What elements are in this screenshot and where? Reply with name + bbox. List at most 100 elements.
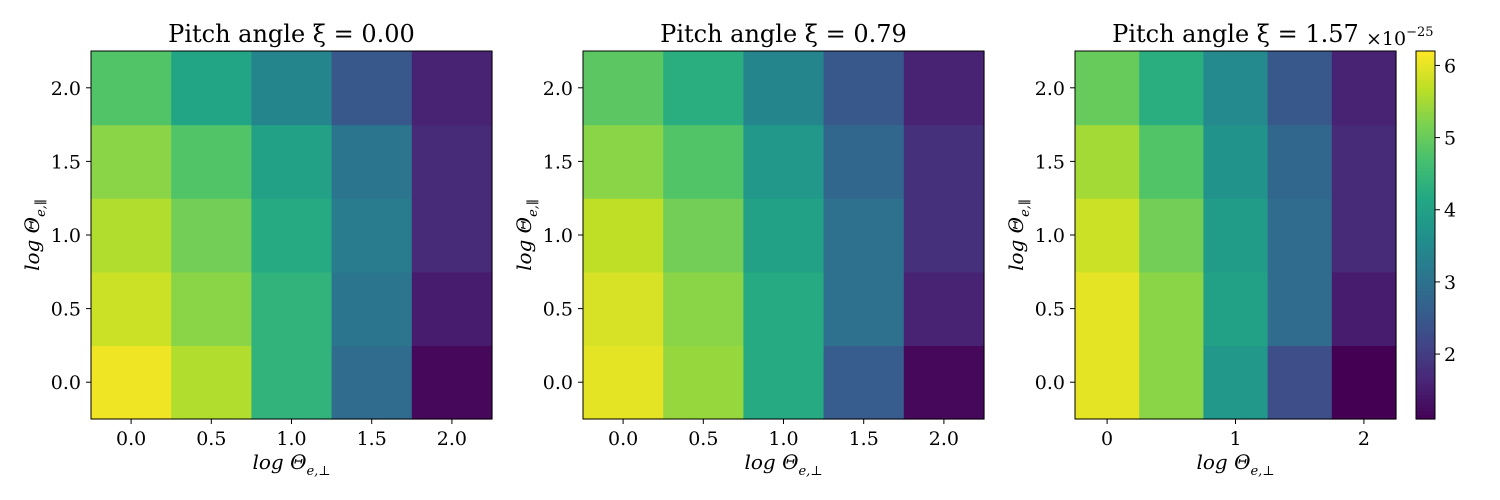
panel-title: Pitch angle ξ = 0.00 (168, 20, 415, 48)
heatmap-cell (1075, 345, 1140, 420)
heatmap-cell (823, 51, 905, 126)
colorbar-segment (1416, 343, 1435, 348)
y-tick-label: 0.5 (543, 299, 573, 321)
heatmap-cell (331, 345, 413, 420)
x-axis-label-subscript: e,⊥ (798, 464, 822, 479)
y-tick-label: 0.0 (51, 372, 81, 394)
heatmap-cell (331, 271, 413, 346)
heatmap-cell (583, 51, 664, 126)
y-axis-label-main: log Θ (1004, 217, 1028, 271)
panel-title: Pitch angle ξ = 1.57 (1112, 20, 1359, 48)
heatmap-cell (1267, 51, 1333, 126)
heatmap-cell (903, 124, 985, 199)
heatmap-cell (171, 198, 252, 273)
colorbar-segment (1416, 211, 1435, 216)
colorbar-tick-label: 5 (1444, 128, 1456, 150)
colorbar-segment (1416, 359, 1435, 364)
colorbar-segment (1416, 347, 1435, 352)
heatmap-cell (663, 271, 744, 346)
colorbar-segment (1416, 267, 1435, 272)
colorbar-segment (1416, 103, 1435, 108)
heatmap-cell (1331, 51, 1397, 126)
heatmap-cell (171, 345, 252, 420)
heatmap-cell (743, 198, 825, 273)
colorbar-segment (1416, 271, 1435, 276)
x-tick-label: 0.0 (116, 428, 146, 450)
colorbar-segment (1416, 307, 1435, 312)
heatmap-cell (331, 198, 413, 273)
colorbar-segment (1416, 135, 1435, 140)
panel-title: Pitch angle ξ = 0.79 (660, 20, 907, 48)
x-tick-label: 0.5 (196, 428, 226, 450)
colorbar-segment (1416, 107, 1435, 112)
colorbar-segment (1416, 387, 1435, 392)
colorbar-tick-label: 6 (1444, 55, 1456, 77)
heatmap-cell (171, 124, 252, 199)
heatmap-cell (663, 345, 744, 420)
colorbar-segment (1416, 399, 1435, 404)
colorbar-segment (1416, 231, 1435, 236)
colorbar-segment (1416, 279, 1435, 284)
colorbar-segment (1416, 87, 1435, 92)
heatmap-cell (1075, 124, 1140, 199)
y-tick-label: 0.0 (543, 372, 573, 394)
y-axis-label: log Θe,∥ (512, 199, 541, 271)
heatmap-cell (251, 124, 333, 199)
heatmap-cell (1139, 124, 1204, 199)
x-axis-label-main: log Θ (1196, 450, 1250, 474)
colorbar-segment (1416, 187, 1435, 192)
colorbar-segment (1416, 139, 1435, 144)
heatmap-cell (823, 345, 905, 420)
heatmap-cell (1203, 271, 1269, 346)
x-axis-label-subscript: e,⊥ (306, 464, 330, 479)
heatmap-cell (663, 124, 744, 199)
heatmap-cell (1203, 198, 1269, 273)
colorbar-tick-label: 4 (1444, 200, 1456, 222)
heatmap-cell (743, 124, 825, 199)
colorbar-segment (1416, 163, 1435, 168)
colorbar-segment (1416, 291, 1435, 296)
colorbar-segment (1416, 151, 1435, 156)
colorbar-segment (1416, 127, 1435, 132)
y-tick-label: 1.5 (51, 151, 81, 173)
colorbar-segment (1416, 339, 1435, 344)
heatmap-cell (91, 271, 172, 346)
colorbar-segment (1416, 319, 1435, 324)
colorbar-segment (1416, 247, 1435, 252)
colorbar-segment (1416, 235, 1435, 240)
heatmap-cell (1267, 124, 1333, 199)
heatmap-cell (583, 198, 664, 273)
y-tick-label: 1.5 (543, 151, 573, 173)
x-axis-label: log Θe,⊥ (744, 450, 822, 479)
heatmap-cell (1331, 271, 1397, 346)
x-tick-label: 1 (1229, 428, 1241, 450)
heatmap-cell (331, 124, 413, 199)
x-axis-label: log Θe,⊥ (1196, 450, 1274, 479)
colorbar-segment (1416, 183, 1435, 188)
heatmap-cell (251, 345, 333, 420)
colorbar-segment (1416, 143, 1435, 148)
x-tick-label: 0.5 (688, 428, 718, 450)
colorbar-segment (1416, 379, 1435, 384)
heatmap-cell (251, 271, 333, 346)
heatmap-cell (1139, 345, 1204, 420)
colorbar-segment (1416, 355, 1435, 360)
heatmap-cell (1075, 271, 1140, 346)
x-tick-label: 1.5 (849, 428, 879, 450)
heatmap-cell (583, 271, 664, 346)
colorbar-segment (1416, 123, 1435, 128)
colorbar-segment (1416, 155, 1435, 160)
heatmap-cell (171, 271, 252, 346)
colorbar-segment (1416, 51, 1435, 56)
colorbar-segment (1416, 395, 1435, 400)
colorbar-segment (1416, 351, 1435, 356)
y-tick-label: 0.5 (51, 299, 81, 321)
heatmap-cell (1267, 345, 1333, 420)
colorbar-segment (1416, 199, 1435, 204)
colorbar-segment (1416, 99, 1435, 104)
colorbar-frame (1415, 50, 1436, 420)
x-axis-label: log Θe,⊥ (252, 450, 330, 479)
y-tick-label: 1.5 (1035, 151, 1065, 173)
y-axis-label-subscript: e,∥ (34, 199, 49, 217)
